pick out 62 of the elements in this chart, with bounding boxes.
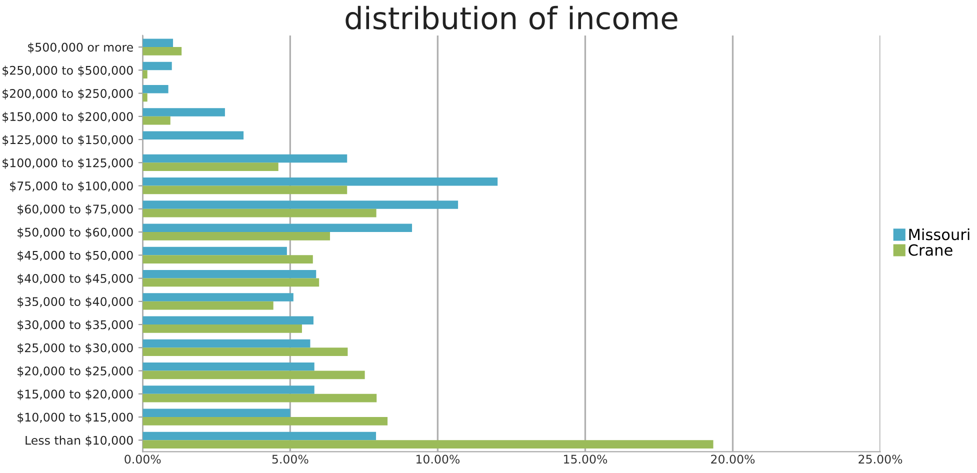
- bar: [142, 301, 274, 310]
- y-tick-label: $40,000 to $45,000: [18, 274, 133, 285]
- y-tick-label: $125,000 to $150,000: [2, 135, 133, 146]
- bar: [142, 177, 498, 186]
- bar: [142, 394, 377, 402]
- x-tick-label: 10.00%: [416, 454, 460, 464]
- bar: [142, 339, 310, 348]
- x-tick-label: 15.00%: [564, 454, 608, 464]
- bar: [142, 324, 302, 333]
- x-tick-label: 20.00%: [711, 454, 755, 464]
- bar: [142, 47, 182, 56]
- bar: [142, 232, 330, 240]
- y-tick-label: $50,000 to $60,000: [18, 228, 133, 238]
- x-tick-label: 25.00%: [858, 454, 902, 464]
- bar: [142, 417, 388, 426]
- bar: [142, 93, 148, 102]
- bar: [142, 200, 458, 209]
- bar: [142, 440, 714, 448]
- bar: [142, 255, 313, 264]
- bar: [142, 408, 290, 418]
- bar: [142, 162, 278, 171]
- bar: [142, 370, 365, 380]
- bar: [142, 108, 225, 116]
- bar: [142, 224, 412, 232]
- bar: [142, 386, 314, 394]
- bar: [142, 348, 348, 356]
- y-tick-label: $30,000 to $35,000: [18, 320, 133, 331]
- bar: [142, 432, 376, 440]
- bar: [142, 84, 168, 94]
- bar: [142, 38, 174, 48]
- bar: [142, 154, 348, 163]
- bar: [142, 208, 376, 218]
- y-tick-label: $75,000 to $100,000: [10, 181, 133, 192]
- bar: [142, 246, 287, 256]
- bar: [142, 278, 320, 287]
- y-tick-label: $10,000 to $15,000: [18, 412, 133, 424]
- bar: [142, 186, 348, 194]
- chart-title: distribution of income: [346, 6, 678, 30]
- y-tick-label: $25,000 to $30,000: [18, 343, 133, 354]
- bar: [142, 316, 314, 325]
- y-tick-label: $20,000 to $25,000: [18, 366, 133, 377]
- bar: [142, 362, 314, 371]
- legend-label: Missouri: [909, 228, 970, 240]
- bar: [142, 293, 294, 302]
- bar: [142, 70, 148, 78]
- legend-label: Crane: [908, 244, 952, 256]
- x-tick-label: 5.00%: [272, 454, 308, 464]
- bar: [142, 116, 170, 125]
- y-tick-label: $250,000 to $500,000: [2, 66, 133, 76]
- x-tick-label: 0.00%: [124, 454, 161, 464]
- y-tick-label: $45,000 to $50,000: [18, 250, 133, 262]
- y-tick-label: $150,000 to $200,000: [2, 112, 133, 123]
- bar: [142, 62, 172, 70]
- bar: [142, 131, 244, 140]
- y-tick-label: $35,000 to $40,000: [18, 296, 133, 308]
- bar: [142, 270, 316, 278]
- y-tick-label: $15,000 to $20,000: [18, 389, 133, 400]
- y-tick-label: $100,000 to $125,000: [2, 158, 133, 169]
- y-tick-label: Less than $10,000: [26, 436, 133, 446]
- y-tick-label: $200,000 to $250,000: [2, 88, 133, 100]
- y-tick-label: $60,000 to $75,000: [18, 204, 133, 216]
- y-tick-label: $500,000 or more: [28, 42, 133, 54]
